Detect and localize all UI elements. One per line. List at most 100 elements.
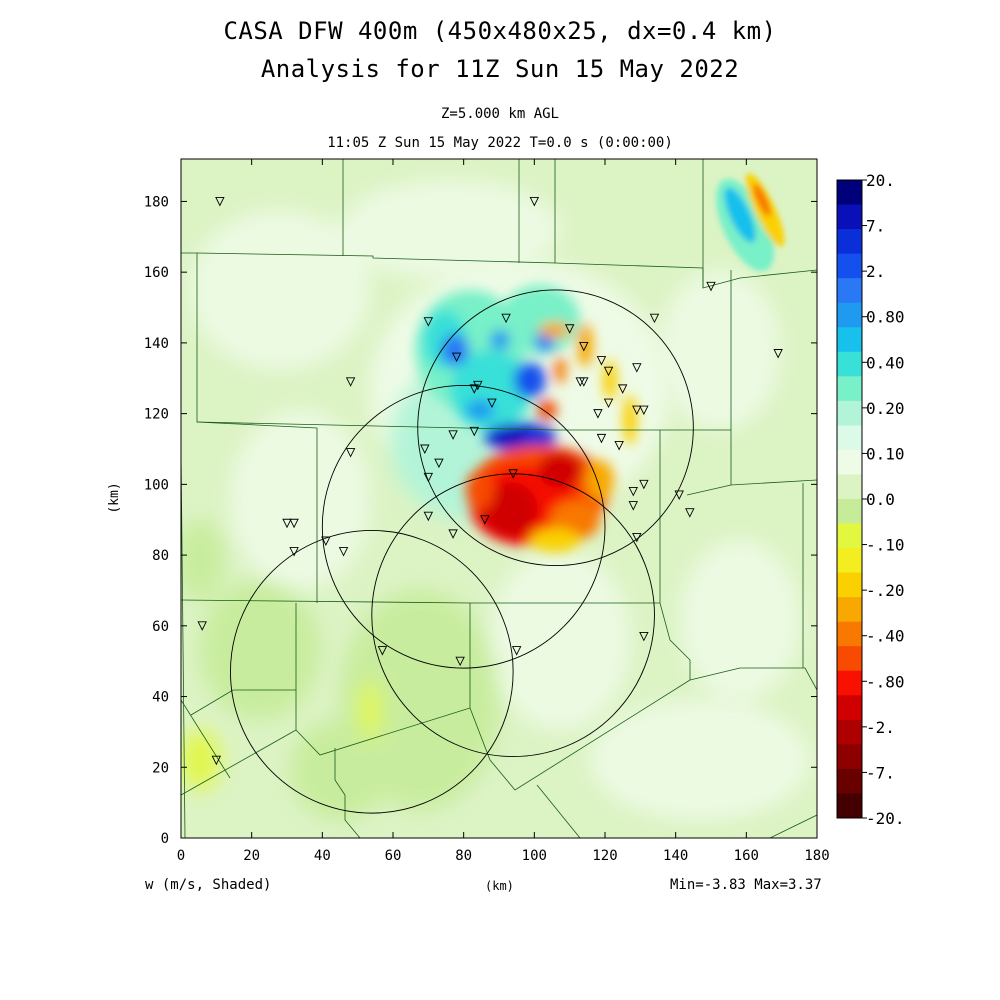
station-marker bbox=[345, 377, 356, 387]
station-marker bbox=[321, 536, 331, 546]
station-marker bbox=[617, 384, 628, 394]
colorbar-swatch bbox=[837, 229, 862, 255]
station-marker bbox=[345, 448, 356, 458]
y-tick-label: 180 bbox=[144, 194, 169, 210]
station-marker bbox=[596, 356, 607, 366]
station-marker bbox=[423, 511, 434, 522]
x-tick-label: 100 bbox=[522, 848, 547, 864]
station-marker bbox=[448, 529, 458, 539]
colorbar-label: 0.20 bbox=[866, 399, 905, 418]
station-markers bbox=[197, 196, 783, 766]
level-label: Z=5.000 km AGL bbox=[440, 106, 559, 122]
colorbar-swatch bbox=[837, 768, 862, 794]
station-marker bbox=[579, 377, 589, 387]
station-marker bbox=[628, 486, 638, 497]
station-marker bbox=[632, 363, 642, 373]
station-marker bbox=[685, 508, 695, 518]
station-marker bbox=[511, 646, 522, 656]
field-label: w (m/s, Shaded) bbox=[145, 877, 272, 893]
station-marker bbox=[639, 479, 649, 490]
range-ring bbox=[230, 530, 514, 814]
x-tick-label: 140 bbox=[663, 848, 688, 864]
colorbar-label: -.20 bbox=[866, 581, 905, 600]
station-marker bbox=[434, 458, 444, 469]
colorbar-swatch bbox=[837, 572, 862, 598]
y-tick-label: 0 bbox=[161, 831, 169, 847]
station-marker bbox=[639, 405, 649, 416]
colorbar-label: -2. bbox=[866, 718, 895, 737]
colorbar-swatch bbox=[837, 719, 862, 745]
x-axis: 0 20 40 60 80 100 120 140 160 180 bbox=[177, 159, 830, 864]
colorbar-swatch bbox=[837, 474, 862, 500]
county-lines bbox=[181, 159, 817, 838]
station-marker bbox=[632, 532, 642, 543]
station-marker bbox=[469, 384, 479, 394]
station-marker bbox=[508, 469, 518, 479]
x-tick-label: 180 bbox=[804, 848, 829, 864]
x-tick-label: 120 bbox=[592, 848, 617, 864]
plot-frame bbox=[180, 158, 818, 839]
x-tick-label: 80 bbox=[455, 848, 472, 864]
y-tick-label: 40 bbox=[152, 690, 169, 706]
y-tick-label: 80 bbox=[152, 548, 169, 564]
station-marker bbox=[596, 433, 607, 444]
station-marker bbox=[501, 313, 511, 324]
colorbar-swatch bbox=[837, 744, 862, 770]
colorbar-swatch bbox=[837, 646, 862, 672]
y-tick-label: 120 bbox=[144, 407, 169, 423]
chart-subtitle: Analysis for 11Z Sun 15 May 2022 bbox=[260, 55, 740, 83]
station-marker bbox=[211, 755, 222, 766]
colorbar-label: 7. bbox=[866, 217, 885, 236]
colorbar-swatch bbox=[837, 400, 862, 426]
colorbar-swatch bbox=[837, 548, 862, 574]
x-axis-label: (km) bbox=[485, 879, 514, 893]
station-marker bbox=[487, 398, 497, 409]
station-marker bbox=[603, 398, 614, 409]
colorbar-swatch bbox=[837, 253, 862, 279]
y-tick-label: 60 bbox=[152, 619, 169, 635]
station-marker bbox=[423, 317, 434, 327]
station-marker bbox=[448, 430, 458, 440]
colorbar-label: -20. bbox=[866, 809, 905, 828]
range-ring bbox=[371, 473, 655, 757]
min-max-label: Min=-3.83 Max=3.37 bbox=[670, 877, 822, 893]
station-marker bbox=[420, 444, 430, 454]
station-marker bbox=[423, 472, 434, 483]
colorbar-swatch bbox=[837, 523, 862, 549]
y-tick-label: 140 bbox=[144, 336, 169, 352]
colorbar-swatch bbox=[837, 670, 862, 696]
colorbar-label: -.40 bbox=[866, 627, 905, 646]
colorbar-swatch bbox=[837, 793, 862, 819]
colorbar-label: -.10 bbox=[866, 536, 905, 555]
radar-range-rings bbox=[230, 289, 694, 814]
colorbar-swatch bbox=[837, 204, 862, 230]
station-marker bbox=[215, 196, 225, 207]
y-axis-label: (km) bbox=[107, 482, 122, 513]
colorbar-label: 2. bbox=[866, 262, 885, 281]
colorbar-swatch bbox=[837, 695, 862, 721]
time-label: 11:05 Z Sun 15 May 2022 T=0.0 s (0:00:00… bbox=[327, 135, 673, 151]
x-tick-label: 160 bbox=[734, 848, 759, 864]
station-marker bbox=[473, 380, 483, 391]
colorbar-swatch bbox=[837, 376, 862, 402]
colorbar-swatch bbox=[837, 327, 862, 353]
station-marker bbox=[579, 341, 589, 352]
w-field bbox=[181, 159, 817, 838]
station-marker bbox=[639, 631, 649, 642]
colorbar-label: 0.40 bbox=[866, 353, 905, 372]
colorbar-swatch bbox=[837, 180, 862, 206]
colorbar-label: -7. bbox=[866, 763, 895, 782]
station-marker bbox=[480, 515, 490, 525]
x-tick-label: 0 bbox=[177, 848, 185, 864]
x-tick-label: 40 bbox=[314, 848, 331, 864]
colorbar-swatch bbox=[837, 278, 862, 304]
station-marker bbox=[593, 409, 603, 419]
colorbar-swatch bbox=[837, 499, 862, 525]
range-ring bbox=[321, 385, 606, 669]
colorbar-swatch bbox=[837, 302, 862, 328]
x-tick-label: 20 bbox=[243, 848, 260, 864]
chart-title: CASA DFW 400m (450x480x25, dx=0.4 km) bbox=[223, 17, 777, 45]
station-marker bbox=[282, 518, 292, 529]
station-marker bbox=[773, 349, 783, 359]
